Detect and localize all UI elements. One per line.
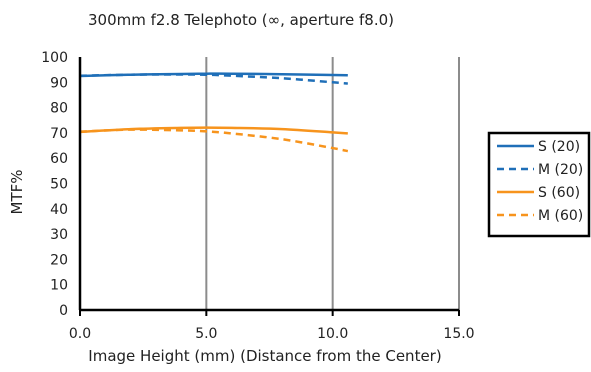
x-tick-label: 10.0 [317,326,348,342]
x-tick-label: 0.0 [69,326,91,342]
series-lines [79,72,349,153]
x-tick-label: 15.0 [443,326,474,342]
legend-box [487,131,591,238]
legend: S (20) M (20) S (60) M (60) [487,131,591,238]
y-tick-label: 20 [50,252,68,268]
y-tick-label: 40 [50,202,68,218]
series-line-3 [79,128,349,153]
legend-label-2: S (60) [538,185,580,201]
series-line-0 [79,72,348,78]
x-tick-label: 5.0 [195,326,217,342]
x-axis-label: Image Height (mm) (Distance from the Cen… [88,347,441,365]
axes [78,57,459,312]
y-tick-label: 70 [50,126,68,142]
y-tick-label: 90 [50,75,68,91]
legend-label-1: M (20) [538,162,583,178]
legend-label-0: S (20) [538,139,580,155]
y-tick-label: 50 [50,177,68,193]
y-tick-label: 60 [50,151,68,167]
y-axis-label: MTF% [8,170,26,215]
y-tick-label: 100 [41,50,68,66]
y-tick-label: 80 [50,101,68,117]
series-line-2 [79,126,348,135]
series-line-1 [79,73,348,85]
y-tick-label: 30 [50,227,68,243]
y-ticks: 0 10 20 30 40 50 60 70 80 90 100 [41,50,68,319]
grid-lines [205,57,460,310]
x-ticks: 0.0 5.0 10.0 15.0 [69,310,475,342]
y-tick-label: 0 [59,303,68,319]
chart-title: 300mm f2.8 Telephoto (∞, aperture f8.0) [88,11,394,29]
y-tick-label: 10 [50,278,68,294]
legend-label-3: M (60) [538,208,583,224]
